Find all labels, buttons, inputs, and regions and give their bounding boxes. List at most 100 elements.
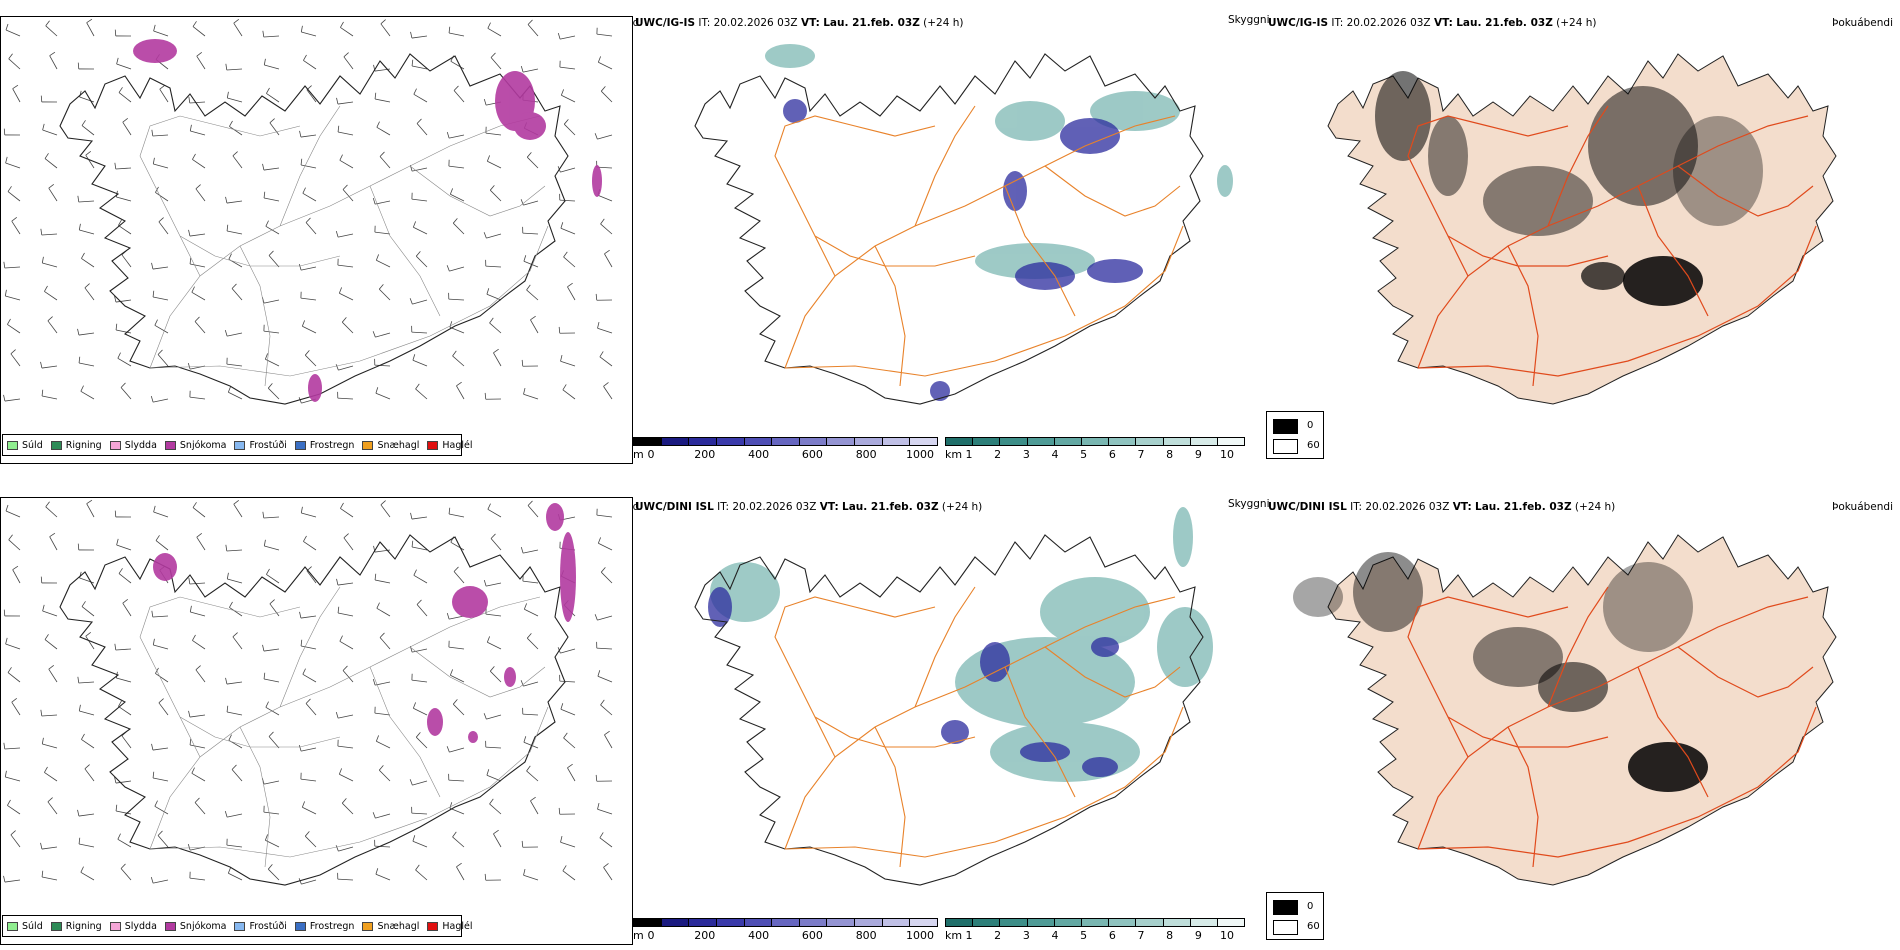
wind-barb: [304, 831, 317, 848]
vt-value: Lau. 21.feb. 03Z: [1456, 17, 1553, 29]
wind-barb: [81, 733, 95, 749]
scale-swatch: [1109, 438, 1137, 445]
wind-barb: [411, 59, 428, 70]
wind-barb: [411, 325, 428, 334]
wind-barb: [81, 252, 95, 268]
wind-barb: [12, 84, 21, 103]
wind-barb: [191, 286, 206, 301]
precip-legend-swatch: [164, 440, 176, 450]
wind-barb: [152, 157, 169, 169]
wind-barb: [375, 868, 391, 881]
precip-legend-item: Snjókoma: [164, 440, 226, 451]
precip-legend-label: Rigning: [65, 439, 102, 451]
wind-barb: [158, 698, 169, 716]
wind-barb: [567, 763, 576, 782]
wind-barb: [263, 58, 280, 70]
wind-barb: [411, 673, 428, 683]
wind-barb: [118, 87, 132, 103]
wind-barb: [337, 258, 354, 268]
precip-legend-swatch: [50, 440, 62, 450]
precip-legend-item: Frostúði: [234, 440, 287, 451]
it-value: 20.02.2026 03Z: [732, 501, 817, 513]
wind-barb: [11, 217, 21, 235]
cloud-base-unit: m: [633, 448, 644, 461]
scale-swatch: [1136, 919, 1164, 926]
precip-legend-item: Frostúði: [234, 921, 287, 932]
scale-swatch: [882, 438, 911, 445]
scale-swatch: [1217, 919, 1245, 926]
precip-legend-item: Frostregn: [294, 439, 355, 451]
row1-vis-map: [694, 44, 1233, 405]
wind-barb: [224, 810, 243, 818]
wind-barb: [596, 27, 613, 37]
row1-precip-legend: Súld Rigning Slydda Snjókoma Frostúði Frostre…: [2, 434, 473, 456]
cloud-base-swatches: [633, 918, 938, 927]
wind-barb: [77, 543, 95, 551]
wind-barb: [563, 251, 576, 268]
wind-barb: [415, 251, 428, 268]
wind-barb: [484, 873, 502, 881]
row2-precip-map-frame[interactable]: [0, 497, 633, 945]
scale-swatch: [1054, 438, 1082, 445]
vt-value: Lau. 21.feb. 03Z: [842, 501, 939, 513]
row2-precip-map: [3, 499, 613, 886]
scale-tick-label: 8: [1166, 929, 1174, 942]
wind-barb: [338, 287, 354, 301]
scale-swatch: [1027, 438, 1055, 445]
scale-swatch: [716, 438, 745, 445]
wind-barb: [41, 737, 58, 749]
fog-shading: [1293, 552, 1708, 792]
wind-barb: [121, 731, 132, 749]
wind-barb: [596, 508, 613, 518]
it-label: IT:: [1350, 501, 1363, 513]
wind-barb: [604, 249, 613, 268]
wind-barb: [487, 22, 502, 37]
precip-legend-label: Snæhagl: [377, 439, 420, 451]
scale-tick-label: 800: [855, 929, 877, 942]
precip-legend-item: Slydda: [109, 440, 157, 451]
wind-barb: [340, 21, 354, 37]
wind-barb: [77, 676, 95, 684]
lead-time: (+24 h): [941, 501, 983, 513]
visibility-unit: km: [945, 448, 963, 461]
wind-barb: [409, 779, 428, 786]
wind-barb: [225, 544, 243, 552]
wind-barb: [374, 92, 391, 103]
precip-legend-item: Rigning: [50, 921, 102, 932]
scale-tick-label: 200: [694, 448, 716, 461]
scale-swatch: [946, 919, 974, 926]
wind-barb: [563, 119, 576, 136]
wind-barb: [40, 709, 58, 717]
scale-swatch: [634, 919, 662, 926]
wind-barb: [231, 764, 243, 782]
wind-barb: [493, 348, 502, 367]
wind-barb: [77, 328, 95, 336]
wind-barb: [187, 843, 206, 851]
wind-barb: [118, 568, 132, 584]
wind-barb: [189, 738, 206, 749]
precip-legend-label: Haglél: [442, 439, 473, 451]
precip-legend-label: Frostregn: [309, 439, 355, 451]
wind-barb: [226, 838, 243, 848]
wind-barb: [77, 62, 95, 70]
wind-barb: [527, 500, 539, 518]
wind-barb: [151, 262, 169, 270]
scale-swatch: [1217, 438, 1245, 445]
wind-barb: [114, 776, 132, 784]
wind-barb: [342, 665, 354, 683]
wind-barb: [563, 732, 576, 749]
wind-barb: [523, 868, 539, 881]
wind-barb: [232, 151, 243, 169]
scale-tick-label: 9: [1194, 929, 1202, 942]
scale-tick-label: 200: [694, 929, 716, 942]
wind-barb: [4, 289, 21, 301]
scale-swatch: [661, 919, 690, 926]
wind-barb: [523, 387, 539, 400]
wind-barb: [337, 872, 354, 881]
wind-barb: [115, 804, 132, 815]
row2-vis-title: Skyggni: [1228, 498, 1270, 510]
wind-barb: [375, 735, 391, 749]
wind-barb: [196, 533, 206, 551]
wind-barb: [375, 254, 391, 268]
wind-barb: [562, 384, 576, 400]
